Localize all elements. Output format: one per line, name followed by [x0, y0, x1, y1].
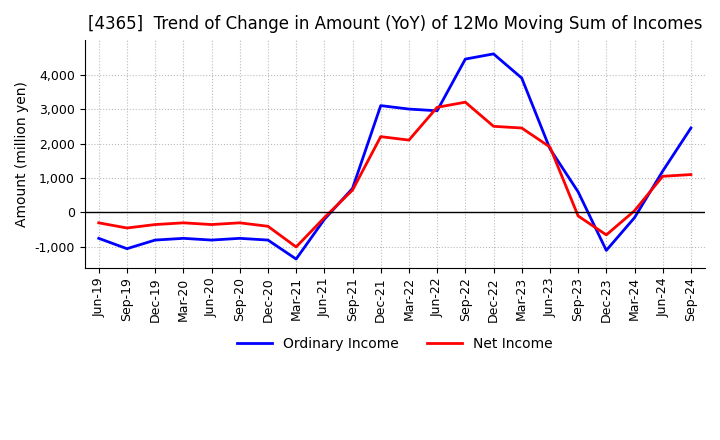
Ordinary Income	[658, 169, 667, 174]
Net Income	[658, 174, 667, 179]
Ordinary Income	[292, 257, 300, 262]
Ordinary Income	[179, 236, 188, 241]
Net Income	[461, 99, 469, 105]
Ordinary Income	[546, 146, 554, 151]
Ordinary Income	[433, 108, 441, 114]
Ordinary Income	[122, 246, 131, 251]
Net Income	[235, 220, 244, 225]
Ordinary Income	[207, 238, 216, 243]
Net Income	[122, 225, 131, 231]
Ordinary Income	[264, 238, 272, 243]
Ordinary Income	[94, 236, 103, 241]
Net Income	[377, 134, 385, 139]
Ordinary Income	[377, 103, 385, 108]
Ordinary Income	[405, 106, 413, 112]
Ordinary Income	[489, 51, 498, 57]
Net Income	[518, 125, 526, 131]
Ordinary Income	[320, 217, 328, 222]
Net Income	[602, 232, 611, 238]
Net Income	[405, 137, 413, 143]
Net Income	[179, 220, 188, 225]
Ordinary Income	[687, 125, 696, 131]
Title: [4365]  Trend of Change in Amount (YoY) of 12Mo Moving Sum of Incomes: [4365] Trend of Change in Amount (YoY) o…	[88, 15, 702, 33]
Line: Ordinary Income: Ordinary Income	[99, 54, 691, 259]
Ordinary Income	[574, 189, 582, 194]
Net Income	[207, 222, 216, 227]
Ordinary Income	[150, 238, 159, 243]
Net Income	[348, 187, 357, 193]
Y-axis label: Amount (million yen): Amount (million yen)	[15, 81, 29, 227]
Line: Net Income: Net Income	[99, 102, 691, 247]
Net Income	[292, 244, 300, 249]
Ordinary Income	[348, 186, 357, 191]
Net Income	[574, 213, 582, 219]
Net Income	[489, 124, 498, 129]
Net Income	[264, 224, 272, 229]
Net Income	[94, 220, 103, 225]
Net Income	[320, 215, 328, 220]
Ordinary Income	[602, 248, 611, 253]
Net Income	[150, 222, 159, 227]
Net Income	[630, 208, 639, 213]
Legend: Ordinary Income, Net Income: Ordinary Income, Net Income	[232, 331, 558, 356]
Ordinary Income	[235, 236, 244, 241]
Net Income	[433, 105, 441, 110]
Ordinary Income	[518, 75, 526, 81]
Ordinary Income	[630, 215, 639, 220]
Net Income	[546, 144, 554, 150]
Ordinary Income	[461, 56, 469, 62]
Net Income	[687, 172, 696, 177]
